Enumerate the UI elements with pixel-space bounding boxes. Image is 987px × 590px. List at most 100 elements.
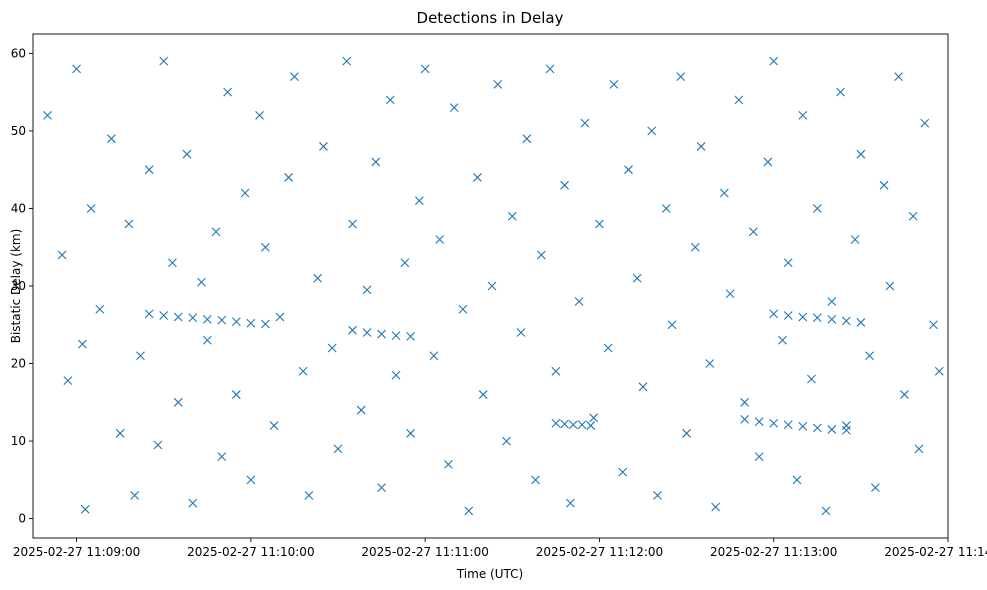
detection-marker [159, 311, 169, 320]
detection-marker [130, 490, 140, 500]
detection-marker [507, 211, 517, 221]
detection-marker [202, 335, 212, 345]
detection-marker [348, 219, 357, 229]
detection-marker [260, 242, 270, 252]
detection-marker [754, 452, 764, 461]
detection-marker [217, 452, 227, 461]
detection-marker [900, 390, 909, 399]
detection-marker [290, 72, 299, 82]
detection-marker [792, 475, 802, 485]
detection-marker [516, 328, 526, 337]
detection-marker [653, 490, 662, 500]
detection-marker [577, 420, 587, 430]
detection-marker [159, 56, 169, 66]
detection-marker [603, 343, 613, 353]
detection-marker [182, 149, 192, 159]
detection-marker [885, 281, 895, 291]
plot-marks [43, 56, 944, 516]
detection-marker [827, 297, 837, 306]
detection-marker [754, 417, 764, 427]
detection-marker [667, 320, 677, 330]
detection-marker [719, 188, 729, 198]
detection-marker [778, 335, 787, 345]
detection-marker [565, 498, 575, 508]
detection-marker [502, 436, 511, 446]
detection-marker [197, 277, 206, 287]
detection-marker [624, 165, 633, 175]
detection-marker [856, 149, 866, 159]
detection-marker [95, 304, 105, 314]
detection-marker [676, 72, 686, 82]
y-axis-label: Bistatic Delay (km) [9, 229, 23, 344]
detection-marker [168, 258, 177, 268]
detection-marker [231, 317, 241, 327]
detection-marker [217, 315, 227, 325]
x-tick-label: 2025-02-27 11:11:00 [361, 545, 488, 559]
detection-marker [43, 111, 52, 120]
detection-marker [807, 374, 816, 384]
y-tick-label: 30 [11, 279, 26, 293]
detection-marker [362, 285, 372, 295]
detection-marker [783, 258, 793, 268]
detection-marker [748, 227, 758, 237]
detection-marker [929, 320, 938, 330]
detection-marker [769, 309, 779, 319]
detection-marker [80, 504, 90, 514]
x-axis-label: Time (UTC) [456, 567, 523, 581]
detection-marker [769, 418, 779, 428]
detection-marker [798, 312, 808, 322]
detection-marker [841, 425, 851, 435]
detection-marker [188, 498, 198, 508]
detection-marker [821, 506, 831, 516]
detection-marker [153, 440, 163, 450]
detection-marker [458, 304, 468, 314]
detection-marker [705, 359, 715, 368]
detection-marker [696, 142, 706, 151]
detection-marker [429, 351, 439, 361]
x-tick-label: 2025-02-27 11:13:00 [710, 545, 837, 559]
detection-marker [586, 421, 596, 430]
detection-marker [260, 319, 270, 329]
detection-marker [443, 459, 453, 469]
plot-frame [32, 33, 949, 539]
detection-marker [124, 219, 134, 229]
detection-marker [632, 273, 642, 283]
detection-marker [414, 196, 424, 206]
detection-marker [173, 312, 183, 322]
detection-marker [188, 313, 198, 323]
y-tick-label: 60 [11, 46, 26, 60]
detection-marker [894, 72, 904, 82]
detection-marker [115, 428, 125, 438]
detection-marker [531, 475, 540, 485]
detection-marker [638, 382, 648, 392]
detection-marker [420, 64, 430, 74]
detection-marker [144, 165, 154, 175]
detection-marker [618, 467, 628, 477]
detection-marker [682, 428, 691, 438]
detection-marker [107, 134, 116, 144]
detection-marker [464, 506, 474, 516]
detection-marker [211, 227, 221, 237]
y-tick-label: 40 [11, 201, 26, 215]
detection-marker [371, 157, 381, 167]
detection-marker [856, 318, 866, 327]
detection-marker [920, 118, 930, 128]
x-tick-label: 2025-02-27 11:10:00 [187, 545, 314, 559]
detection-marker [173, 397, 183, 407]
detection-marker [223, 87, 233, 97]
x-tick-label: 2025-02-27 11:09:00 [13, 545, 140, 559]
detection-marker [850, 235, 860, 244]
detection-marker [385, 95, 395, 105]
detection-marker [487, 281, 497, 291]
detection-marker [327, 343, 337, 353]
detection-marker [377, 329, 386, 339]
y-tick-label: 10 [11, 434, 26, 448]
y-tick-label: 50 [11, 124, 26, 138]
detection-marker [478, 390, 488, 399]
detection-marker [740, 397, 750, 407]
x-axis-ticks: 2025-02-27 11:09:00 2025-02-27 11:10:00 20… [13, 538, 987, 559]
detection-marker [812, 313, 822, 323]
detection-marker [725, 289, 735, 299]
detection-marker [202, 314, 212, 324]
detection-marker [391, 370, 401, 380]
